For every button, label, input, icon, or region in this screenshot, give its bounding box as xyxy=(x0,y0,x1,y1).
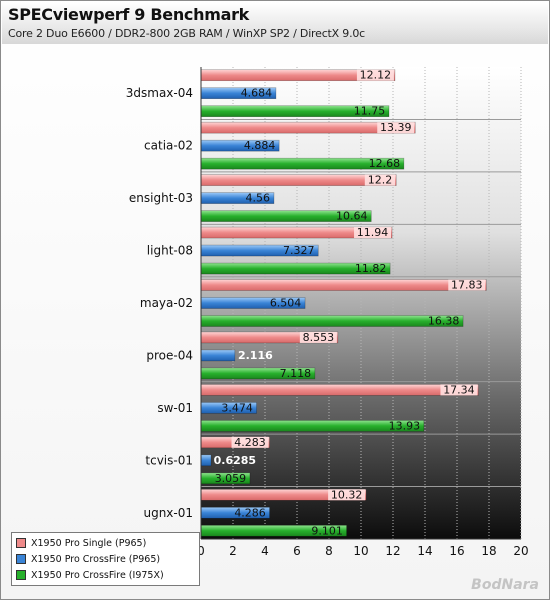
legend-label: X1950 Pro CrossFire (I975X) xyxy=(31,569,164,581)
value-label: 4.684 xyxy=(241,87,273,100)
value-label: 7.327 xyxy=(283,244,315,257)
legend-label: X1950 Pro CrossFire (P965) xyxy=(31,553,161,565)
value-label: 3.059 xyxy=(215,472,247,485)
value-label-bg xyxy=(231,436,269,448)
value-label: 12.2 xyxy=(368,174,393,187)
legend-item-crossfire-i975x: X1950 Pro CrossFire (I975X) xyxy=(16,568,164,582)
value-label-bg xyxy=(299,331,337,343)
value-label: 8.553 xyxy=(303,331,335,344)
category-labels: 3dsmax-04 catia-02 ensight-03 light-08 maya-… xyxy=(126,86,193,520)
category-label: tcvis-01 xyxy=(145,453,193,467)
value-label: 17.34 xyxy=(443,383,475,396)
bar-maya-02-series-1 xyxy=(200,279,487,291)
category-label: maya-02 xyxy=(140,296,193,310)
value-label: 13.93 xyxy=(389,419,421,432)
legend-swatch-red xyxy=(16,538,26,548)
category-label: proe-04 xyxy=(146,348,193,362)
value-label: 10.32 xyxy=(331,488,363,501)
bar-sw-01-series-1 xyxy=(200,384,479,396)
bars xyxy=(200,69,487,537)
chart-header: SPECviewperf 9 Benchmark Core 2 Duo E660… xyxy=(2,2,548,44)
category-label: ugnx-01 xyxy=(143,506,193,520)
x-tick-label: 20 xyxy=(513,544,528,558)
x-tick-label: 0 xyxy=(197,544,205,558)
value-label-bg xyxy=(364,174,396,186)
value-label: 12.12 xyxy=(360,69,392,82)
value-label: 12.68 xyxy=(369,157,401,170)
x-tick-label: 12 xyxy=(385,544,400,558)
watermark-logo: BodNara xyxy=(471,577,539,593)
value-label: 11.82 xyxy=(355,262,387,275)
value-label: 4.56 xyxy=(246,192,271,205)
bar-tcvis-01-series-2 xyxy=(200,454,212,467)
legend: X1950 Pro Single (P965) X1950 Pro CrossF… xyxy=(11,532,200,586)
value-labels: 12.12 4.684 11.75 13.39 4.884 12.68 12.2 4.56 10… xyxy=(214,69,486,537)
x-tick-label: 18 xyxy=(481,544,496,558)
value-label: 10.64 xyxy=(336,210,368,223)
value-label-bg xyxy=(354,227,392,239)
legend-item-crossfire-p965: X1950 Pro CrossFire (P965) xyxy=(16,552,160,566)
value-label-bg xyxy=(377,122,415,134)
value-label-bg xyxy=(440,384,478,396)
value-label: 9.101 xyxy=(311,524,343,537)
legend-swatch-green xyxy=(16,570,26,580)
value-label: 0.6285 xyxy=(214,454,256,467)
value-label: 16.38 xyxy=(428,315,460,328)
x-tick-label: 14 xyxy=(417,544,432,558)
bar-proe-04-series-2 xyxy=(200,349,236,362)
x-tick-label: 6 xyxy=(293,544,301,558)
x-tick-label: 10 xyxy=(353,544,368,558)
value-label: 17.83 xyxy=(451,279,483,292)
chart-title: SPECviewperf 9 Benchmark xyxy=(8,5,250,24)
chart-subtitle: Core 2 Duo E6600 / DDR2-800 2GB RAM / Wi… xyxy=(8,27,366,40)
x-tick-label: 2 xyxy=(229,544,237,558)
x-tick-label: 4 xyxy=(261,544,269,558)
value-label: 13.39 xyxy=(380,121,412,134)
value-label: 7.118 xyxy=(280,367,312,380)
x-axis-tick-labels: 0 2 4 6 8 10 12 14 16 18 20 xyxy=(197,544,528,558)
value-label: 4.286 xyxy=(234,506,266,519)
category-label: 3dsmax-04 xyxy=(126,86,193,100)
legend-item-single-p965: X1950 Pro Single (P965) xyxy=(16,536,146,550)
value-label: 4.884 xyxy=(244,139,276,152)
x-tick-label: 8 xyxy=(325,544,333,558)
legend-swatch-blue xyxy=(16,554,26,564)
legend-label: X1950 Pro Single (P965) xyxy=(31,537,147,549)
value-label: 3.474 xyxy=(221,401,253,414)
x-tick-label: 16 xyxy=(449,544,464,558)
category-label: catia-02 xyxy=(144,139,193,153)
value-label: 6.504 xyxy=(270,297,302,310)
value-label-bg xyxy=(328,489,366,501)
value-label: 11.94 xyxy=(357,226,389,239)
value-label: 11.75 xyxy=(354,105,386,118)
value-label: 2.116 xyxy=(238,349,273,362)
value-label-bg xyxy=(448,279,486,291)
category-label: ensight-03 xyxy=(129,191,193,205)
category-label: light-08 xyxy=(147,244,193,258)
bar-maya-02-series-3 xyxy=(200,315,464,327)
category-label: sw-01 xyxy=(157,401,193,415)
category-separators xyxy=(201,118,521,488)
value-label-bg xyxy=(356,69,394,81)
value-label: 4.283 xyxy=(234,436,266,449)
